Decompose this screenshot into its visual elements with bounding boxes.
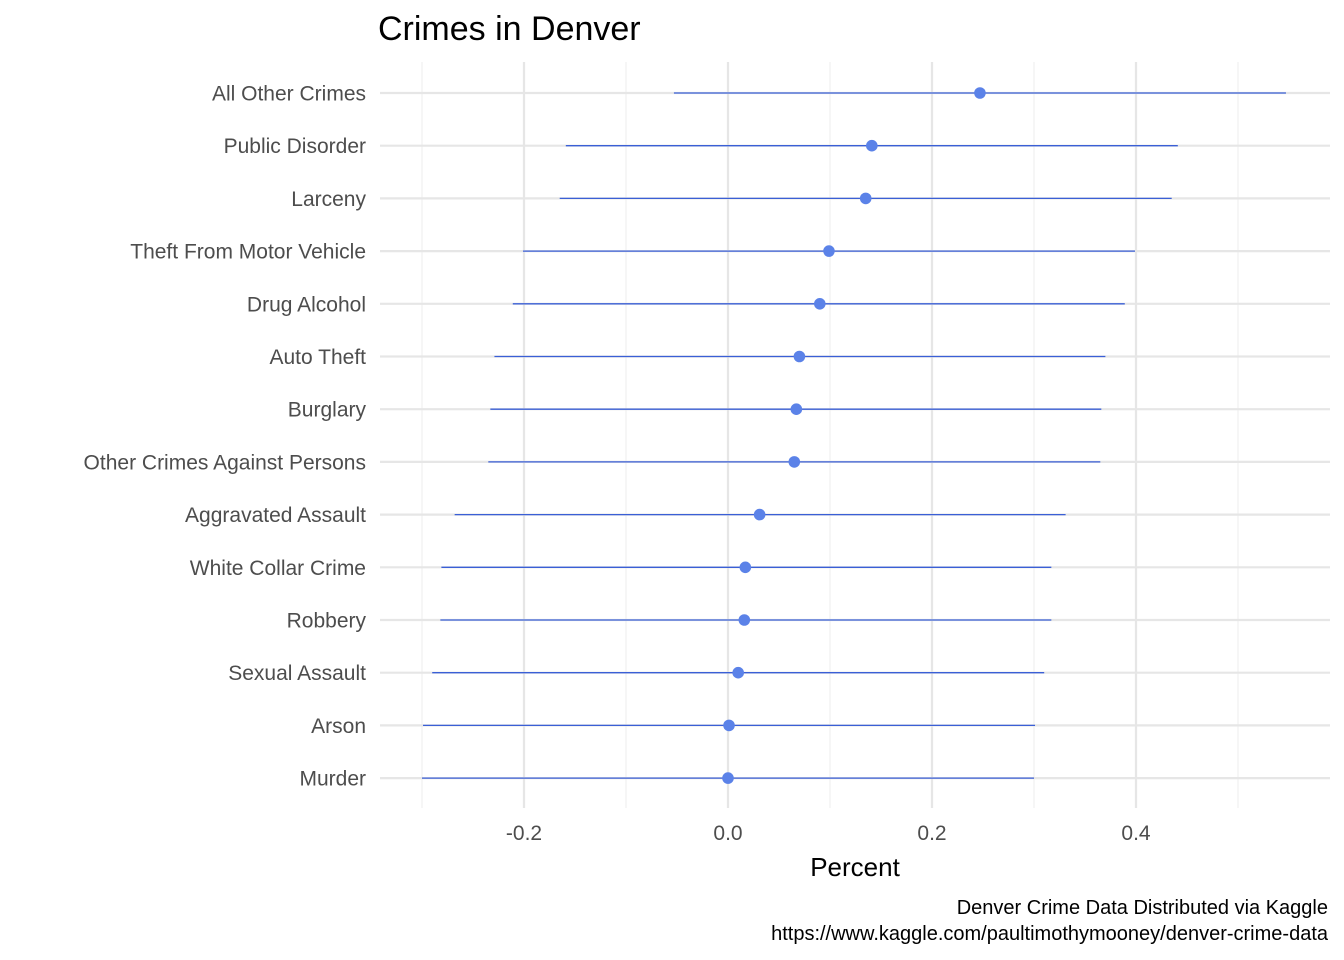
point-6 bbox=[790, 403, 803, 416]
y-label-5: Auto Theft bbox=[269, 346, 366, 369]
x-tick-label-3: 0.4 bbox=[1121, 822, 1151, 845]
y-label-7: Other Crimes Against Persons bbox=[84, 451, 366, 474]
y-label-0: All Other Crimes bbox=[212, 83, 366, 106]
y-label-12: Arson bbox=[311, 715, 366, 738]
point-8 bbox=[753, 508, 766, 521]
x-axis-title: Percent bbox=[810, 852, 900, 882]
y-label-11: Sexual Assault bbox=[228, 662, 366, 685]
y-label-8: Aggravated Assault bbox=[185, 504, 366, 527]
point-7 bbox=[788, 456, 801, 468]
y-label-13: Murder bbox=[299, 768, 366, 791]
y-axis-labels: All Other Crimes Public Disorder Larceny Th… bbox=[84, 83, 367, 791]
major-gridlines bbox=[380, 62, 1330, 808]
y-label-3: Theft From Motor Vehicle bbox=[130, 241, 366, 264]
point-2 bbox=[859, 192, 872, 205]
point-13 bbox=[722, 772, 734, 784]
minor-gridlines bbox=[421, 62, 1239, 808]
x-axis-ticks: -0.2 0.0 0.2 0.4 bbox=[506, 822, 1151, 845]
x-tick-label-0: -0.2 bbox=[506, 822, 542, 845]
x-tick-label-1: 0.0 bbox=[713, 822, 742, 845]
point-3 bbox=[823, 245, 835, 257]
point-4 bbox=[814, 298, 826, 310]
y-label-2: Larceny bbox=[291, 188, 366, 211]
point-9 bbox=[739, 561, 752, 574]
y-label-6: Burglary bbox=[288, 399, 367, 422]
point-11 bbox=[732, 666, 744, 679]
y-label-9: White Collar Crime bbox=[190, 557, 366, 580]
y-label-4: Drug Alcohol bbox=[247, 293, 366, 316]
x-tick-label-2: 0.2 bbox=[917, 822, 946, 845]
y-label-1: Public Disorder bbox=[224, 135, 366, 158]
interval-lines bbox=[422, 92, 1286, 779]
point-0 bbox=[974, 87, 986, 99]
point-5 bbox=[793, 350, 806, 363]
chart-title: Crimes in Denver bbox=[378, 10, 641, 48]
y-label-10: Robbery bbox=[287, 610, 367, 633]
point-10 bbox=[738, 614, 751, 626]
point-1 bbox=[866, 139, 878, 152]
caption-line-2: https://www.kaggle.com/paultimothymooney… bbox=[771, 923, 1329, 945]
point-markers bbox=[722, 87, 986, 784]
caption-line-1: Denver Crime Data Distributed via Kaggle bbox=[957, 897, 1328, 919]
point-12 bbox=[723, 719, 735, 732]
